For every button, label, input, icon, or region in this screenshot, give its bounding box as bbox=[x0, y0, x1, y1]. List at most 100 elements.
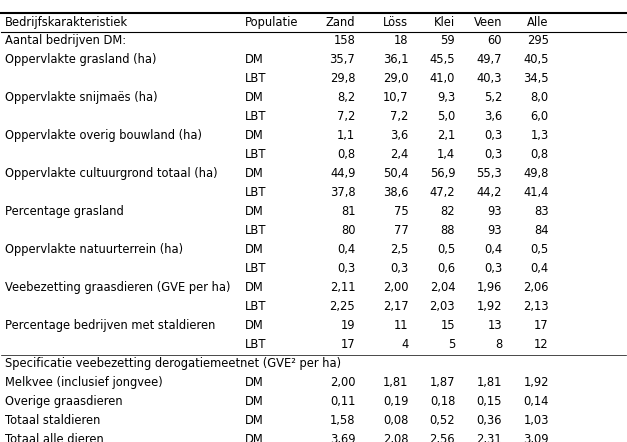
Text: 8: 8 bbox=[495, 338, 502, 351]
Text: 1,4: 1,4 bbox=[437, 148, 455, 161]
Text: 88: 88 bbox=[441, 224, 455, 237]
Text: 15: 15 bbox=[441, 319, 455, 332]
Text: LBT: LBT bbox=[245, 300, 266, 313]
Text: 1,92: 1,92 bbox=[477, 300, 502, 313]
Text: Veebezetting graasdieren (GVE per ha): Veebezetting graasdieren (GVE per ha) bbox=[4, 281, 230, 294]
Text: Totaal staldieren: Totaal staldieren bbox=[4, 414, 100, 427]
Text: 1,81: 1,81 bbox=[477, 376, 502, 389]
Text: Oppervlakte snijmaës (ha): Oppervlakte snijmaës (ha) bbox=[4, 91, 157, 104]
Text: 60: 60 bbox=[488, 34, 502, 47]
Text: Klei: Klei bbox=[434, 16, 455, 30]
Text: 29,0: 29,0 bbox=[383, 72, 408, 85]
Text: 2,08: 2,08 bbox=[383, 433, 408, 442]
Text: DM: DM bbox=[245, 53, 263, 66]
Text: 0,19: 0,19 bbox=[383, 395, 408, 408]
Text: 29,8: 29,8 bbox=[330, 72, 356, 85]
Text: 81: 81 bbox=[341, 205, 356, 218]
Text: 2,11: 2,11 bbox=[330, 281, 356, 294]
Text: 40,5: 40,5 bbox=[524, 53, 549, 66]
Text: 3,6: 3,6 bbox=[390, 129, 408, 142]
Text: 2,1: 2,1 bbox=[437, 129, 455, 142]
Text: LBT: LBT bbox=[245, 186, 266, 199]
Text: 44,2: 44,2 bbox=[477, 186, 502, 199]
Text: 2,4: 2,4 bbox=[390, 148, 408, 161]
Text: 0,3: 0,3 bbox=[390, 262, 408, 275]
Text: 0,6: 0,6 bbox=[437, 262, 455, 275]
Text: DM: DM bbox=[245, 281, 263, 294]
Text: 2,5: 2,5 bbox=[390, 243, 408, 256]
Text: 47,2: 47,2 bbox=[429, 186, 455, 199]
Text: Overige graasdieren: Overige graasdieren bbox=[4, 395, 122, 408]
Text: 93: 93 bbox=[487, 224, 502, 237]
Text: 0,18: 0,18 bbox=[430, 395, 455, 408]
Text: 2,03: 2,03 bbox=[429, 300, 455, 313]
Text: 5,0: 5,0 bbox=[437, 110, 455, 123]
Text: Populatie: Populatie bbox=[245, 16, 298, 30]
Text: 49,7: 49,7 bbox=[477, 53, 502, 66]
Text: DM: DM bbox=[245, 167, 263, 180]
Text: DM: DM bbox=[245, 129, 263, 142]
Text: 11: 11 bbox=[394, 319, 408, 332]
Text: 2,31: 2,31 bbox=[477, 433, 502, 442]
Text: Veen: Veen bbox=[473, 16, 502, 30]
Text: 59: 59 bbox=[441, 34, 455, 47]
Text: 36,1: 36,1 bbox=[383, 53, 408, 66]
Text: DM: DM bbox=[245, 376, 263, 389]
Text: 9,3: 9,3 bbox=[437, 91, 455, 104]
Text: 0,4: 0,4 bbox=[530, 262, 549, 275]
Text: LBT: LBT bbox=[245, 110, 266, 123]
Text: 38,6: 38,6 bbox=[383, 186, 408, 199]
Text: 0,5: 0,5 bbox=[530, 243, 549, 256]
Text: 3,6: 3,6 bbox=[484, 110, 502, 123]
Text: 8,0: 8,0 bbox=[530, 91, 549, 104]
Text: 0,3: 0,3 bbox=[484, 129, 502, 142]
Text: Alle: Alle bbox=[527, 16, 549, 30]
Text: 2,25: 2,25 bbox=[330, 300, 356, 313]
Text: Totaal alle dieren: Totaal alle dieren bbox=[4, 433, 103, 442]
Text: 2,56: 2,56 bbox=[429, 433, 455, 442]
Text: Percentage bedrijven met staldieren: Percentage bedrijven met staldieren bbox=[4, 319, 215, 332]
Text: 41,0: 41,0 bbox=[430, 72, 455, 85]
Text: 1,58: 1,58 bbox=[330, 414, 356, 427]
Text: LBT: LBT bbox=[245, 224, 266, 237]
Text: 1,1: 1,1 bbox=[337, 129, 356, 142]
Text: 0,14: 0,14 bbox=[524, 395, 549, 408]
Text: 2,13: 2,13 bbox=[523, 300, 549, 313]
Text: DM: DM bbox=[245, 395, 263, 408]
Text: 295: 295 bbox=[527, 34, 549, 47]
Text: 19: 19 bbox=[341, 319, 356, 332]
Text: Specificatie veebezetting derogatiemeetnet (GVE² per ha): Specificatie veebezetting derogatiemeetn… bbox=[4, 357, 340, 370]
Text: 0,4: 0,4 bbox=[484, 243, 502, 256]
Text: 0,36: 0,36 bbox=[477, 414, 502, 427]
Text: 10,7: 10,7 bbox=[383, 91, 408, 104]
Text: Melkvee (inclusief jongvee): Melkvee (inclusief jongvee) bbox=[4, 376, 162, 389]
Text: DM: DM bbox=[245, 414, 263, 427]
Text: 1,81: 1,81 bbox=[383, 376, 408, 389]
Text: LBT: LBT bbox=[245, 148, 266, 161]
Text: 1,87: 1,87 bbox=[429, 376, 455, 389]
Text: 40,3: 40,3 bbox=[477, 72, 502, 85]
Text: 17: 17 bbox=[534, 319, 549, 332]
Text: 1,03: 1,03 bbox=[524, 414, 549, 427]
Text: 2,00: 2,00 bbox=[383, 281, 408, 294]
Text: 7,2: 7,2 bbox=[390, 110, 408, 123]
Text: 3,69: 3,69 bbox=[330, 433, 356, 442]
Text: 35,7: 35,7 bbox=[330, 53, 356, 66]
Text: Aantal bedrijven DM:: Aantal bedrijven DM: bbox=[4, 34, 125, 47]
Text: 0,15: 0,15 bbox=[477, 395, 502, 408]
Text: 0,11: 0,11 bbox=[330, 395, 356, 408]
Text: 93: 93 bbox=[487, 205, 502, 218]
Text: 5,2: 5,2 bbox=[483, 91, 502, 104]
Text: 82: 82 bbox=[441, 205, 455, 218]
Text: 55,3: 55,3 bbox=[477, 167, 502, 180]
Text: 1,3: 1,3 bbox=[530, 129, 549, 142]
Text: 44,9: 44,9 bbox=[330, 167, 356, 180]
Text: 0,8: 0,8 bbox=[337, 148, 356, 161]
Text: 0,3: 0,3 bbox=[337, 262, 356, 275]
Text: 0,3: 0,3 bbox=[484, 262, 502, 275]
Text: 2,04: 2,04 bbox=[429, 281, 455, 294]
Text: 2,17: 2,17 bbox=[382, 300, 408, 313]
Text: DM: DM bbox=[245, 91, 263, 104]
Text: 1,96: 1,96 bbox=[477, 281, 502, 294]
Text: Bedrijfskarakteristiek: Bedrijfskarakteristiek bbox=[4, 16, 128, 30]
